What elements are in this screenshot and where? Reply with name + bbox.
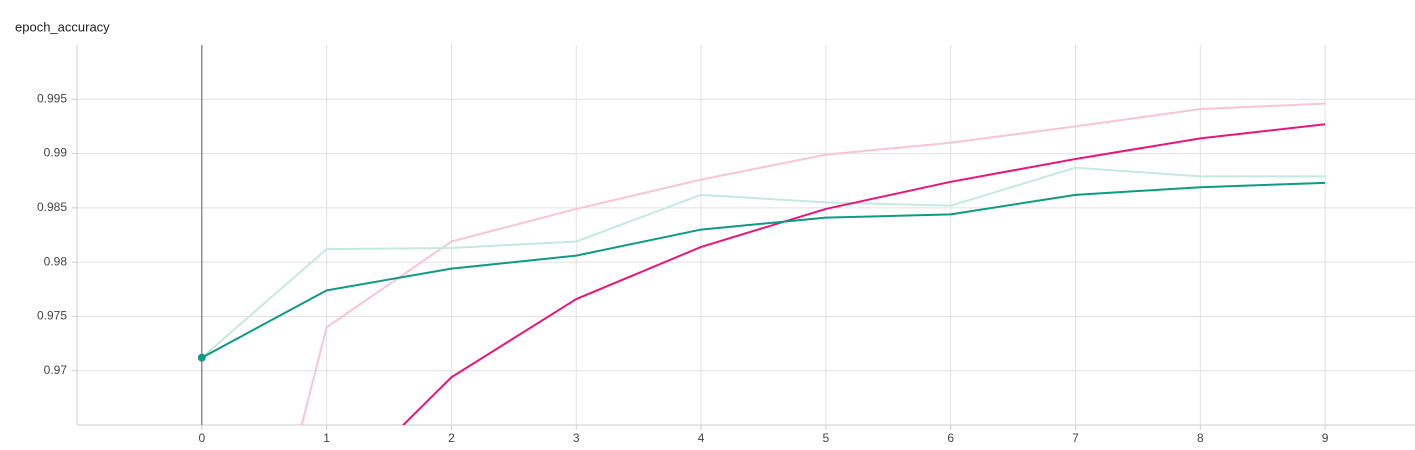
x-tick-label: 9 xyxy=(1322,431,1329,445)
grid xyxy=(72,45,1415,430)
y-tick-label: 0.985 xyxy=(37,200,67,214)
chart-title: epoch_accuracy xyxy=(15,19,110,34)
x-tick-label: 3 xyxy=(573,431,580,445)
hover-point xyxy=(197,353,206,362)
series-line xyxy=(300,102,1326,425)
x-tick-label: 0 xyxy=(198,431,205,445)
x-tick-label: 8 xyxy=(1197,431,1204,445)
x-tick-label: 6 xyxy=(947,431,954,445)
y-tick-label: 0.975 xyxy=(37,309,67,323)
y-tick-label: 0.97 xyxy=(44,363,68,377)
axis-labels: 0.97 0.975 0.98 0.985 0.99 0.995 0 1 2 3 4 5 6 7 8 9 xyxy=(37,91,1329,445)
y-tick-label: 0.99 xyxy=(44,146,68,160)
x-tick-label: 5 xyxy=(823,431,830,445)
x-tick-label: 4 xyxy=(698,431,705,445)
series-line xyxy=(201,181,1326,359)
x-tick-label: 2 xyxy=(448,431,455,445)
x-tick-label: 7 xyxy=(1072,431,1079,445)
y-tick-label: 0.98 xyxy=(44,254,68,268)
series-line xyxy=(201,166,1326,359)
plot-area xyxy=(197,102,1326,425)
y-tick-label: 0.995 xyxy=(37,91,67,105)
x-tick-label: 1 xyxy=(323,431,330,445)
series-line xyxy=(401,123,1326,425)
